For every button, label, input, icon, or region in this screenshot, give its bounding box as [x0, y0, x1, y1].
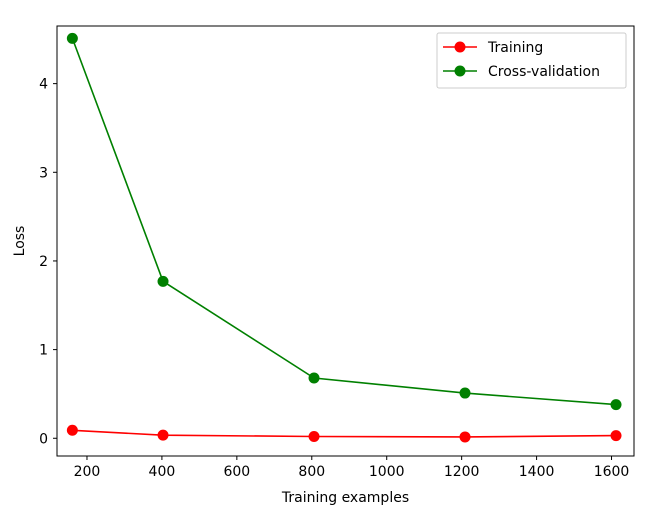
x-tick-label: 400 [149, 464, 176, 480]
x-tick-label: 1000 [369, 464, 405, 480]
series-layer [66, 32, 622, 443]
data-point-cross-validation [459, 387, 471, 399]
x-tick-label: 200 [74, 464, 101, 480]
x-tick-label: 1600 [594, 464, 630, 480]
legend-marker-cross-validation [454, 65, 466, 77]
y-tick-label: 1 [39, 343, 48, 359]
y-tick-label: 0 [39, 431, 48, 447]
x-tick-label: 600 [223, 464, 250, 480]
y-tick-label: 4 [39, 77, 48, 93]
data-point-training [459, 431, 471, 443]
data-point-training [66, 424, 78, 436]
legend-marker-training [454, 41, 466, 53]
data-point-cross-validation [157, 275, 169, 287]
legend-box [436, 32, 627, 89]
data-point-cross-validation [308, 372, 320, 384]
y-axis-label: Loss [12, 226, 28, 257]
y-tick-label: 3 [39, 165, 48, 181]
x-tick-label: 1400 [519, 464, 555, 480]
x-tick-label: 800 [298, 464, 325, 480]
legend: Training Cross-validation [436, 32, 627, 89]
plot-frame [56, 25, 635, 457]
data-point-training [157, 429, 169, 441]
x-axis-ticks: 200 400 600 800 1000 1200 1400 1600 [74, 456, 630, 480]
data-point-cross-validation [610, 399, 622, 411]
data-point-training [308, 430, 320, 442]
y-tick-label: 2 [39, 254, 48, 270]
data-point-training [610, 430, 622, 442]
y-axis-ticks: 0 1 2 3 4 [39, 77, 57, 447]
x-axis-label: Training examples [281, 490, 409, 506]
x-tick-label: 1200 [444, 464, 480, 480]
plot-area [57, 26, 634, 456]
legend-label-training: Training [487, 40, 543, 56]
data-point-cross-validation [66, 32, 78, 44]
legend-label-cross-validation: Cross-validation [488, 64, 600, 80]
